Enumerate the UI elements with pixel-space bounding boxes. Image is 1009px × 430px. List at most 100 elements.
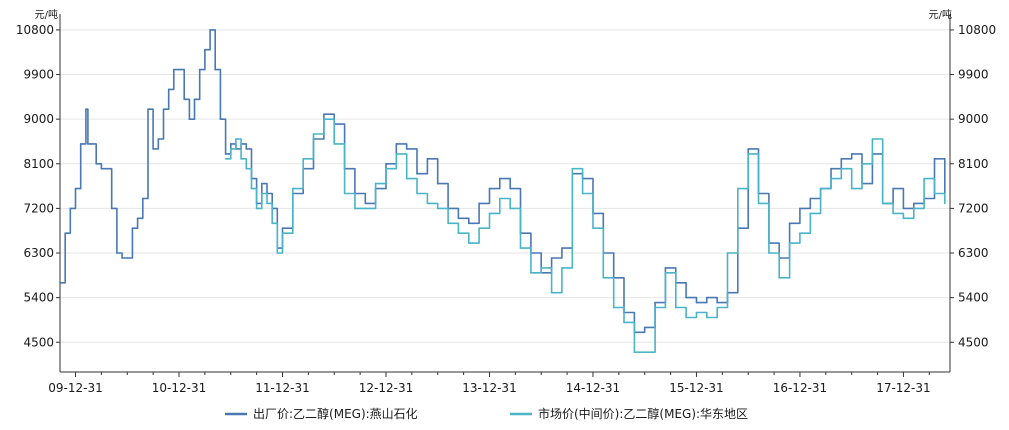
series-1-point (142, 197, 144, 200)
series-2-point (224, 158, 227, 160)
series-2-point (416, 192, 418, 195)
series-2-point (235, 138, 237, 140)
x-tick-label: 09-12-31 (48, 381, 102, 395)
series-1-point (747, 148, 749, 150)
series-2-point (478, 227, 480, 229)
series-1-point (173, 68, 175, 71)
series-1-point (933, 158, 936, 160)
series-1-point (509, 187, 512, 190)
series-2-point (685, 316, 687, 319)
series-1-point (488, 187, 491, 190)
series-2-point (343, 192, 346, 195)
x-tick-label: 16-12-31 (773, 381, 827, 395)
x-tick-label: 11-12-31 (255, 381, 309, 395)
series-2-point (457, 232, 460, 234)
series-1-point (261, 182, 263, 185)
series-1-point (416, 172, 418, 175)
series-1-point (850, 153, 853, 155)
series-2-point (581, 192, 584, 195)
series-2-point (571, 167, 574, 170)
series-1-point (426, 158, 429, 160)
series-1-point (100, 167, 103, 170)
series-1-point (87, 143, 89, 145)
series-1-point (405, 148, 408, 150)
series-1-point (840, 158, 843, 160)
series-1-point (209, 29, 211, 31)
series-1-point (178, 68, 180, 71)
series-2-point (737, 187, 739, 190)
series-2-point (706, 316, 708, 319)
series-1-point (436, 182, 439, 185)
series-2-point (602, 277, 605, 279)
x-tick-label: 13-12-31 (462, 381, 516, 395)
series-1-point (685, 296, 687, 299)
y-tick-label-right: 10800 (958, 23, 996, 37)
series-2-point (623, 321, 625, 324)
series-1-point (716, 301, 718, 304)
series-2-point (654, 306, 656, 309)
series-1-point (913, 202, 915, 205)
series-2-point (240, 158, 242, 160)
series-1-point (245, 148, 248, 150)
series-1-point (95, 163, 97, 165)
series-1-point (60, 282, 62, 284)
series-2-point (695, 311, 698, 314)
series-2-point (612, 306, 615, 309)
series-2-point (405, 177, 408, 180)
series-2-point (643, 351, 646, 354)
y-tick-label-right: 6300 (958, 246, 989, 260)
series-2-point (271, 222, 274, 225)
series-2-point (675, 306, 677, 309)
series-2-point (933, 192, 936, 195)
series-1-point (74, 187, 77, 190)
y-tick-label-left: 6300 (23, 246, 54, 260)
series-2-point (499, 197, 501, 200)
series-1-point (136, 217, 139, 220)
legend-label-2: 市场价(中间价):乙二醇(MEG):华东地区 (538, 406, 748, 421)
x-tick-label: 10-12-31 (152, 381, 206, 395)
series-1-point (457, 217, 460, 220)
series-2-point (468, 242, 470, 244)
series-2-point (436, 207, 439, 210)
series-1-point (219, 118, 222, 120)
series-2-point (913, 207, 915, 210)
series-1-point (664, 267, 667, 269)
series-2-point (255, 207, 258, 210)
axes (56, 14, 954, 377)
series-1-point (157, 138, 160, 140)
series-1-point (110, 207, 113, 210)
series-1-point (131, 227, 134, 229)
series-2-point (250, 187, 253, 190)
y-tick-label-right: 5400 (958, 291, 989, 305)
y-tick-label-right: 9000 (958, 112, 989, 126)
series-2-point (944, 202, 946, 205)
legend-label-1: 出厂价:乙二醇(MEG):燕山石化 (253, 406, 418, 421)
series-2-point (364, 207, 367, 210)
series-2-point (881, 202, 884, 205)
series-2-point (861, 163, 863, 165)
series-2-point (892, 212, 894, 215)
series-2-point (312, 133, 315, 135)
series-2-point (333, 143, 336, 145)
series-1-point (121, 257, 123, 259)
series-1-point (69, 207, 72, 210)
series-1-point (788, 222, 791, 225)
series-2-point (519, 247, 522, 249)
series-2-point (809, 212, 812, 215)
series-1-point (364, 202, 367, 205)
series-2-point (716, 306, 718, 309)
series-1-point (193, 98, 196, 101)
series-2-point (747, 153, 749, 155)
series-2-point (276, 252, 279, 254)
series-2-point (799, 232, 801, 234)
series-1-point (385, 163, 387, 165)
series-1-point (323, 113, 325, 115)
series-2-point (292, 187, 294, 190)
series-1-point (799, 207, 801, 210)
series-1-point (224, 153, 227, 155)
series-lines (60, 29, 946, 354)
series-2-point (374, 182, 377, 185)
series-1-point (281, 227, 284, 229)
series-2-point (540, 267, 542, 269)
